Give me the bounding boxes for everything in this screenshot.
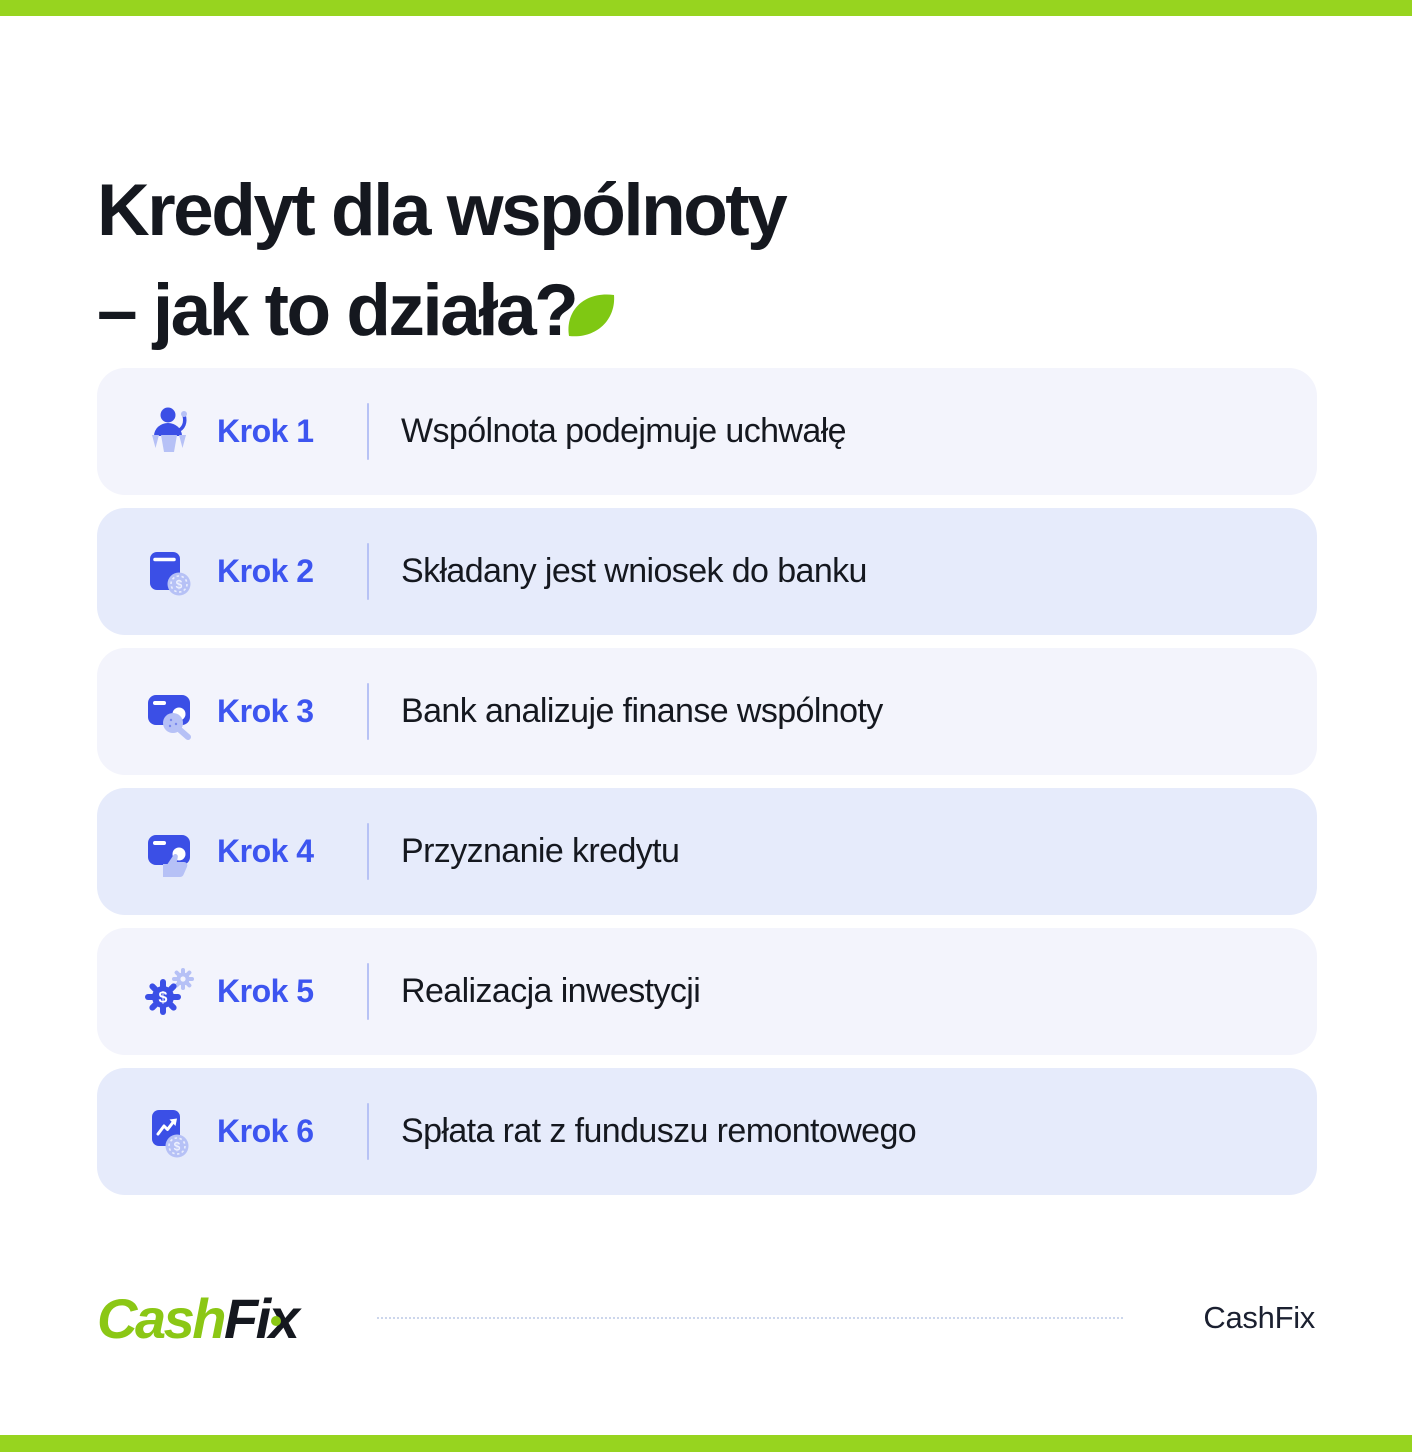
- page-title: Kredyt dla wspólnoty – jak to działa?: [97, 161, 1197, 365]
- step-label: Krok 4: [217, 833, 314, 869]
- step-row-3: Krok 3 Bank analizuje finanse wspólnoty: [97, 648, 1317, 775]
- step-divider: [367, 1103, 369, 1160]
- logo-fix-text: Fix: [223, 1286, 300, 1350]
- step-row-1: Krok 1 Wspólnota podejmuje uchwałę: [97, 368, 1317, 495]
- step-description: Składany jest wniosek do banku: [401, 552, 867, 590]
- footer-brand-text: CashFix: [1203, 1300, 1315, 1335]
- step-description: Spłata rat z funduszu remontowego: [401, 1112, 917, 1150]
- step-label: Krok 3: [217, 693, 314, 729]
- step-description: Realizacja inwestycji: [401, 972, 701, 1010]
- svg-text:$: $: [159, 989, 168, 1006]
- step-label: Krok 6: [217, 1113, 314, 1149]
- steps-list: Krok 1 Wspólnota podejmuje uchwałę $ Kro…: [97, 368, 1317, 1208]
- step-divider: [367, 403, 369, 460]
- step-description: Bank analizuje finanse wspólnoty: [401, 692, 883, 730]
- step-row-5: $ Krok 5 Realizacja inwestycji: [97, 928, 1317, 1055]
- svg-text:$: $: [174, 1139, 181, 1153]
- chart-coin-icon: $: [141, 1104, 197, 1160]
- logo-cash-text: Cash: [97, 1286, 226, 1350]
- page-title-line1: Kredyt dla wspólnoty: [97, 169, 788, 251]
- footer-divider-line: [377, 1317, 1124, 1319]
- step-label: Krok 1: [217, 413, 314, 449]
- wallet-magnifier-icon: [141, 684, 197, 740]
- step-row-4: Krok 4 Przyznanie kredytu: [97, 788, 1317, 915]
- book-coin-icon: $: [141, 544, 197, 600]
- bottom-accent-bar: [0, 1435, 1412, 1452]
- footer: CashFix CashFix: [0, 1280, 1412, 1356]
- step-divider: [367, 823, 369, 880]
- wallet-thumbs-up-icon: [141, 824, 197, 880]
- step-description: Wspólnota podejmuje uchwałę: [401, 412, 847, 450]
- step-label: Krok 2: [217, 553, 314, 589]
- cashfix-logo: CashFix: [97, 1286, 300, 1351]
- step-divider: [367, 543, 369, 600]
- step-description: Przyznanie kredytu: [401, 832, 680, 870]
- step-divider: [367, 963, 369, 1020]
- leaf-icon: [564, 265, 620, 365]
- speaker-podium-icon: [141, 404, 197, 460]
- svg-text:$: $: [176, 577, 183, 591]
- top-accent-bar: [0, 0, 1412, 16]
- step-row-6: $ Krok 6 Spłata rat z funduszu remontowe…: [97, 1068, 1317, 1195]
- page-title-line2: – jak to działa?: [97, 269, 579, 351]
- gear-dollar-icon: $: [141, 964, 197, 1020]
- step-divider: [367, 683, 369, 740]
- step-row-2: $ Krok 2 Składany jest wniosek do banku: [97, 508, 1317, 635]
- logo-x-dot: [271, 1315, 282, 1326]
- step-label: Krok 5: [217, 973, 314, 1009]
